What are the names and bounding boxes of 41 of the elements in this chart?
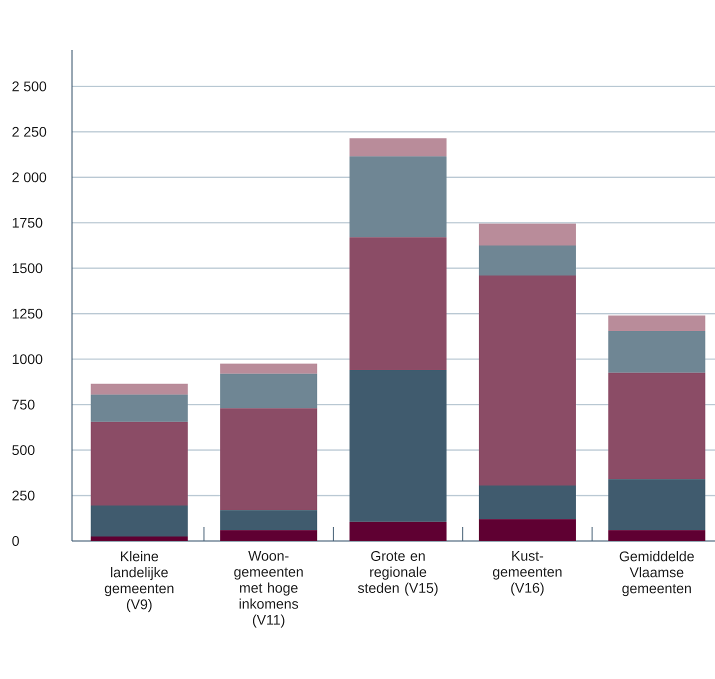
bar: [220, 530, 318, 541]
bar: [478, 519, 576, 541]
bar: [478, 275, 576, 486]
bar: [608, 479, 706, 530]
bar: [220, 510, 318, 530]
x-tick-label: Kleine landelijke gemeenten (V9): [104, 551, 174, 612]
y-tick-label: 2 250: [12, 126, 46, 137]
bar: [90, 506, 188, 536]
bar: [90, 384, 188, 395]
bar: [350, 370, 447, 522]
bar: [608, 372, 706, 480]
y-tick-label: 2 000: [12, 172, 46, 182]
bar: [220, 374, 318, 408]
bar: [608, 530, 706, 541]
bar: [608, 330, 706, 373]
bar: [478, 486, 576, 520]
bar: [90, 536, 188, 541]
y-tick-label: 250: [12, 490, 35, 500]
y-tick-label: 1750: [12, 218, 42, 228]
bar: [90, 394, 188, 422]
y-tick-label: 1000: [12, 354, 42, 364]
y-tick-label: 1500: [12, 263, 42, 274]
x-tick-label: Gemiddelde Vlaamse gemeenten: [620, 551, 694, 596]
bar: [608, 316, 706, 331]
bar: [478, 245, 576, 276]
x-tick-label: Woon-gemeenten met hoge inkomens (V11): [234, 551, 303, 628]
bar: [350, 156, 447, 238]
bar: [350, 522, 447, 541]
bar: [220, 364, 318, 374]
y-tick-label: 0: [12, 536, 19, 546]
bar: [220, 408, 318, 510]
x-tick-label: Grote en regionale steden (V15): [358, 551, 438, 596]
x-tick-label: Kust-gemeenten (V16): [492, 551, 562, 596]
bar: [90, 422, 188, 506]
bar: [478, 224, 576, 246]
y-tick-label: 2 500: [12, 81, 46, 92]
bar: [350, 138, 447, 156]
y-tick-label: 750: [12, 400, 35, 410]
y-tick-label: 1250: [12, 308, 42, 319]
y-tick-label: 500: [12, 445, 35, 456]
bar: [350, 237, 447, 370]
